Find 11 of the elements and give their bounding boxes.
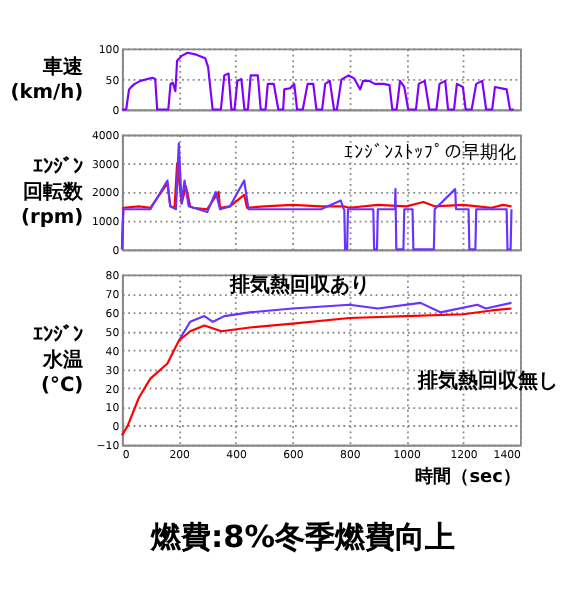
line-series bbox=[177, 301, 513, 342]
series-label: 排気熱回収あり bbox=[227, 272, 370, 297]
y-axis-title: 車速(km/h) bbox=[10, 54, 86, 104]
y-axis-title: ｴﾝｼﾞﾝ水温(°C) bbox=[33, 322, 84, 398]
line-series bbox=[120, 51, 515, 111]
text: 排気熱回収無し bbox=[415, 369, 558, 394]
text: 燃費:8%冬季燃費向上 bbox=[149, 519, 455, 556]
line-series bbox=[120, 142, 513, 251]
y-axis-title: ｴﾝｼﾞﾝ回転数(rpm) bbox=[20, 155, 86, 230]
x-axis-title: 時間（sec） bbox=[415, 465, 521, 488]
annotation: ｴﾝｼﾞﾝｽﾄｯﾌﾟの早期化 bbox=[344, 141, 517, 164]
